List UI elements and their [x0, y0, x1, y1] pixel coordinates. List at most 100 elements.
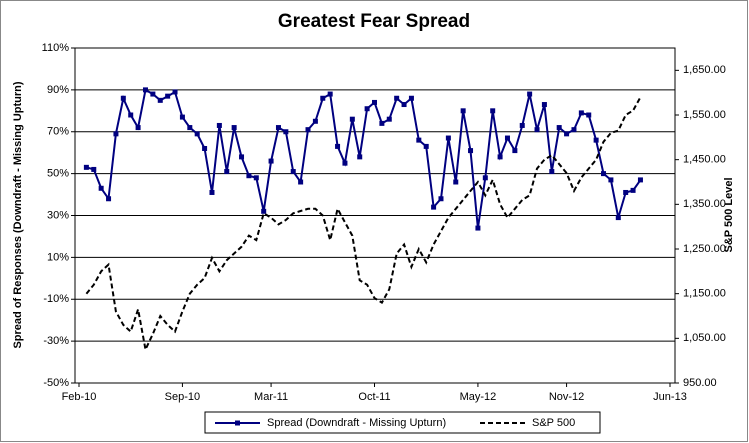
y2-tick-label: 1,550.00 [683, 109, 726, 121]
legend-label: Spread (Downdraft - Missing Upturn) [267, 417, 446, 429]
x-tick-label: Oct-11 [358, 391, 390, 403]
data-point [460, 108, 466, 114]
data-point [386, 116, 392, 122]
data-point [593, 137, 599, 143]
y2-tick-label: 1,650.00 [683, 64, 726, 76]
data-point [586, 112, 592, 118]
data-point [320, 95, 326, 101]
data-point [120, 95, 126, 101]
data-point [468, 148, 474, 154]
data-point [475, 225, 481, 231]
x-tick-label: Feb-10 [62, 391, 97, 403]
y-tick-label: -10% [43, 293, 69, 305]
data-point [106, 196, 112, 202]
data-point [357, 154, 363, 160]
y2-tick-label: 1,450.00 [683, 154, 726, 166]
data-point [275, 125, 281, 131]
data-point [246, 173, 252, 179]
data-point [142, 87, 148, 93]
data-point [216, 122, 222, 128]
data-point [165, 93, 171, 99]
y2-tick-label: 1,350.00 [683, 198, 726, 210]
y-tick-label: 110% [42, 42, 70, 54]
y2-tick-label: 950.00 [683, 377, 717, 389]
y2-tick-label: 1,250.00 [683, 243, 726, 255]
y-tick-label: 30% [47, 209, 69, 221]
data-point [342, 160, 348, 166]
data-point [601, 171, 607, 177]
data-point [305, 127, 311, 133]
data-point [423, 143, 429, 149]
data-point [261, 208, 267, 214]
data-point [364, 106, 370, 112]
data-point [202, 146, 208, 151]
data-point [497, 154, 503, 160]
data-point [630, 187, 636, 193]
data-point [408, 95, 414, 101]
y-tick-label: 70% [47, 126, 69, 138]
x-tick-label: Mar-11 [254, 391, 288, 403]
data-point [608, 177, 614, 183]
data-point [541, 102, 547, 108]
x-tick-label: Sep-10 [165, 391, 200, 403]
data-point [298, 179, 304, 185]
data-point [283, 129, 289, 135]
data-point [379, 120, 385, 126]
data-point [231, 125, 237, 131]
data-point [438, 196, 444, 202]
data-point [349, 116, 355, 122]
y-tick-label: 90% [47, 84, 69, 96]
data-point [490, 108, 496, 114]
data-point [504, 135, 510, 141]
data-point [549, 169, 555, 175]
series-line [86, 88, 642, 229]
data-point [83, 164, 89, 170]
data-point [209, 189, 215, 195]
data-point [453, 179, 459, 185]
chart-title: Greatest Fear Spread [278, 11, 470, 32]
y2-tick-label: 1,050.00 [683, 332, 726, 344]
data-point [512, 148, 518, 154]
y-axis-title: Spread of Responses (Downdraft - Missing… [12, 81, 24, 348]
data-point [268, 158, 274, 164]
data-point [571, 127, 577, 133]
x-tick-label: Jun-13 [653, 391, 687, 403]
data-point [113, 131, 119, 137]
data-point [135, 125, 141, 131]
data-point [445, 135, 451, 141]
data-point [482, 175, 488, 181]
data-point [637, 177, 643, 183]
data-point [416, 137, 422, 143]
data-point [401, 102, 407, 108]
y-tick-label: -50% [43, 377, 69, 389]
legend-box [204, 411, 601, 434]
data-point [556, 125, 562, 131]
legend-label: S&P 500 [532, 417, 575, 429]
y-tick-label: -30% [43, 335, 69, 347]
legend-marker [235, 420, 240, 426]
data-point [239, 154, 245, 160]
data-point [253, 175, 259, 181]
data-point [623, 189, 629, 195]
data-point [394, 95, 400, 101]
data-point [327, 91, 333, 97]
series-line [85, 96, 642, 353]
data-point [187, 125, 193, 131]
data-point [224, 169, 230, 175]
x-tick-label: Nov-12 [549, 391, 584, 403]
data-point [157, 97, 163, 103]
y-tick-label: 50% [47, 168, 69, 180]
data-point [431, 204, 437, 210]
data-point [172, 89, 178, 95]
data-point [578, 110, 584, 116]
data-point [335, 143, 341, 149]
data-point [290, 169, 296, 175]
data-point [372, 99, 377, 105]
x-tick-label: May-12 [460, 391, 497, 403]
data-point [519, 122, 525, 128]
data-point [312, 118, 318, 124]
data-point [615, 215, 621, 221]
data-point [194, 131, 200, 137]
